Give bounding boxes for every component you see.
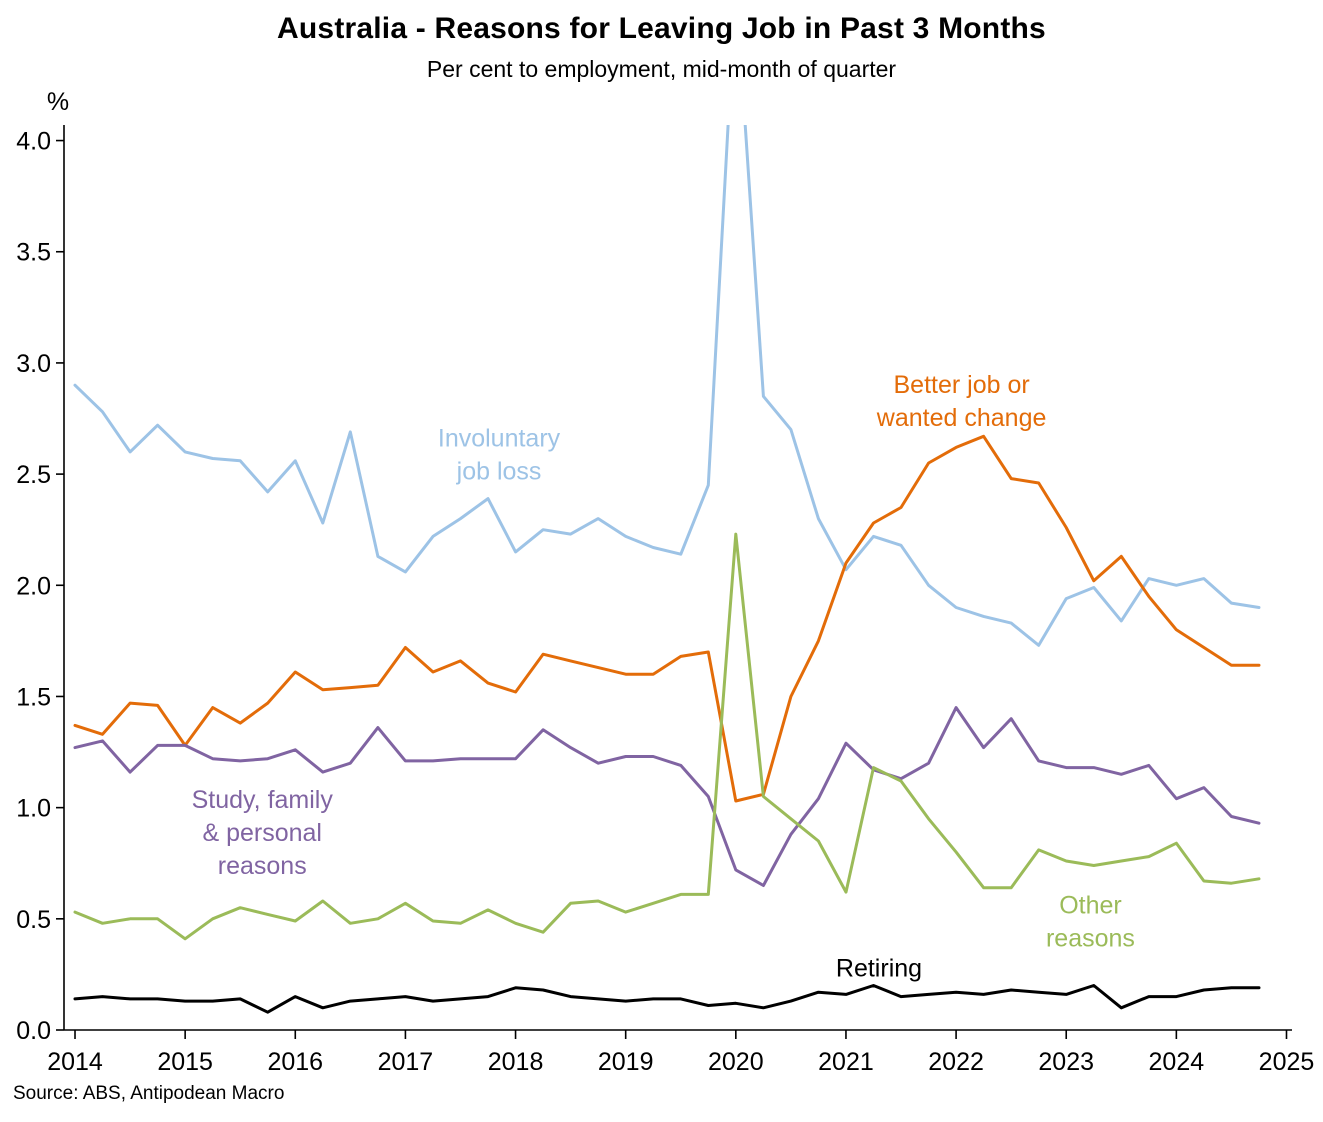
series-label-study-family-personal-reasons: Study, family & personal reasons <box>192 786 334 880</box>
x-tick-label: 2022 <box>928 1048 984 1076</box>
series-label-involuntary-job-loss: Involuntary job loss <box>438 425 561 486</box>
series-label-better-job-or-wanted-change: Better job or wanted change <box>876 371 1047 432</box>
series-line-retiring <box>73 984 1261 1014</box>
x-tick-label: 2014 <box>47 1048 103 1076</box>
chart-subtitle: Per cent to employment, mid-month of qua… <box>426 56 897 82</box>
y-tick-label: 4.0 <box>16 128 51 156</box>
series-label-other-reasons: Other reasons <box>1046 892 1135 953</box>
x-tick-label: 2024 <box>1149 1048 1205 1076</box>
chart-title: Australia - Reasons for Leaving Job in P… <box>277 12 1046 45</box>
x-tick-label: 2015 <box>157 1048 213 1076</box>
x-tick-label: 2023 <box>1038 1048 1094 1076</box>
series-line-better-job-or-wanted-change <box>73 434 1261 803</box>
y-tick-label: 0.5 <box>16 906 51 934</box>
y-tick-label: 2.0 <box>16 572 51 600</box>
y-tick-label: 1.0 <box>16 795 51 823</box>
y-tick-label: 2.5 <box>16 461 51 489</box>
x-tick-label: 2020 <box>708 1048 764 1076</box>
y-tick-label: 3.0 <box>16 350 51 378</box>
x-tick-label: 2021 <box>818 1048 874 1076</box>
x-tick-label: 2016 <box>267 1048 323 1076</box>
y-axis-unit-label: % <box>46 88 70 116</box>
source-note: Source: ABS, Antipodean Macro <box>13 1083 285 1104</box>
x-tick-label: 2025 <box>1259 1048 1315 1076</box>
y-tick-label: 1.5 <box>16 683 51 711</box>
series-line-involuntary-job-loss <box>73 125 1261 647</box>
series-line-study-family-personal-reasons <box>73 706 1261 887</box>
series-label-retiring: Retiring <box>836 955 922 983</box>
x-tick-label: 2018 <box>488 1048 544 1076</box>
y-tick-label: 3.5 <box>16 239 51 267</box>
x-tick-label: 2019 <box>598 1048 654 1076</box>
y-tick-label: 0.0 <box>16 1017 51 1045</box>
series-line-other-reasons <box>73 532 1261 941</box>
x-tick-label: 2017 <box>378 1048 434 1076</box>
